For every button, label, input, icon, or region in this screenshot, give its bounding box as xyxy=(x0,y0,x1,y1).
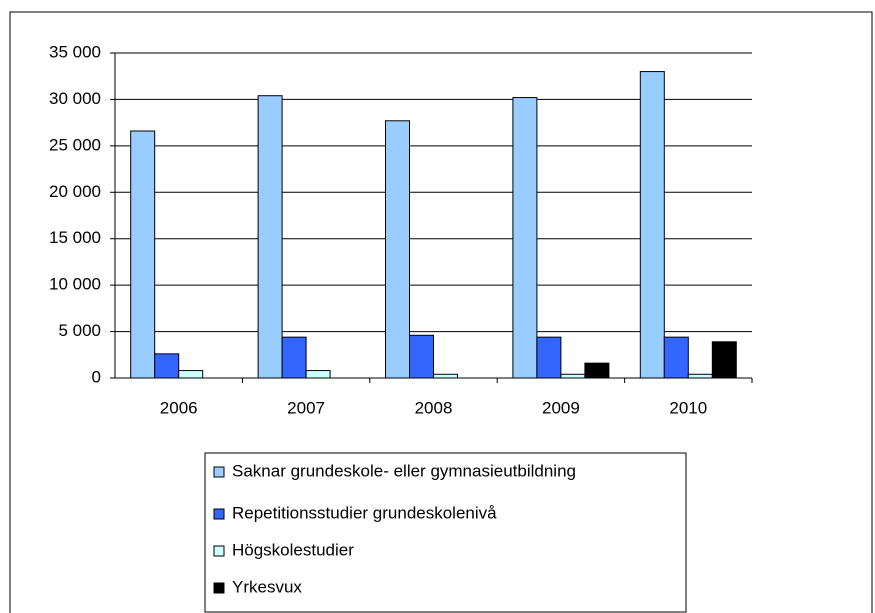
legend-swatch xyxy=(213,508,225,520)
legend-label: Saknar grundeskole- eller gymnasieutbild… xyxy=(232,461,576,480)
y-tick-label: 25 000 xyxy=(49,135,101,154)
bar xyxy=(281,336,307,379)
legend-label: Högskolestudier xyxy=(232,540,354,559)
legend-swatch xyxy=(213,582,225,594)
bar xyxy=(663,336,689,379)
x-tick-label: 2008 xyxy=(415,398,453,417)
y-tick-label: 15 000 xyxy=(49,228,101,247)
bar xyxy=(130,130,156,379)
bar xyxy=(433,373,458,379)
legend-label: Yrkesvux xyxy=(232,577,302,596)
legend-swatch xyxy=(213,545,225,557)
x-tick-label: 2006 xyxy=(160,398,198,417)
y-tick-label: 35 000 xyxy=(49,42,101,61)
bar xyxy=(639,71,665,379)
legend-label: Repetitionsstudier grundeskolenivå xyxy=(232,503,497,522)
x-tick-label: 2009 xyxy=(542,398,580,417)
chart-frame xyxy=(9,11,873,613)
bar xyxy=(385,120,410,379)
bar xyxy=(560,373,586,379)
y-tick-label: 0 xyxy=(92,367,101,386)
bar xyxy=(584,362,610,379)
bar xyxy=(305,370,331,379)
bar xyxy=(711,341,737,379)
bar xyxy=(687,373,713,379)
bar xyxy=(257,95,283,379)
y-tick-label: 10 000 xyxy=(49,275,101,294)
bar xyxy=(154,353,180,379)
bar xyxy=(512,97,538,379)
bar xyxy=(536,336,562,379)
bar xyxy=(409,334,434,379)
x-tick-label: 2007 xyxy=(287,398,325,417)
legend-box xyxy=(204,452,687,613)
y-tick-label: 5 000 xyxy=(58,321,101,340)
x-tick-label: 2010 xyxy=(669,398,707,417)
y-tick-label: 30 000 xyxy=(49,89,101,108)
bar xyxy=(178,370,204,379)
y-tick-label: 20 000 xyxy=(49,182,101,201)
legend-swatch xyxy=(213,466,225,478)
